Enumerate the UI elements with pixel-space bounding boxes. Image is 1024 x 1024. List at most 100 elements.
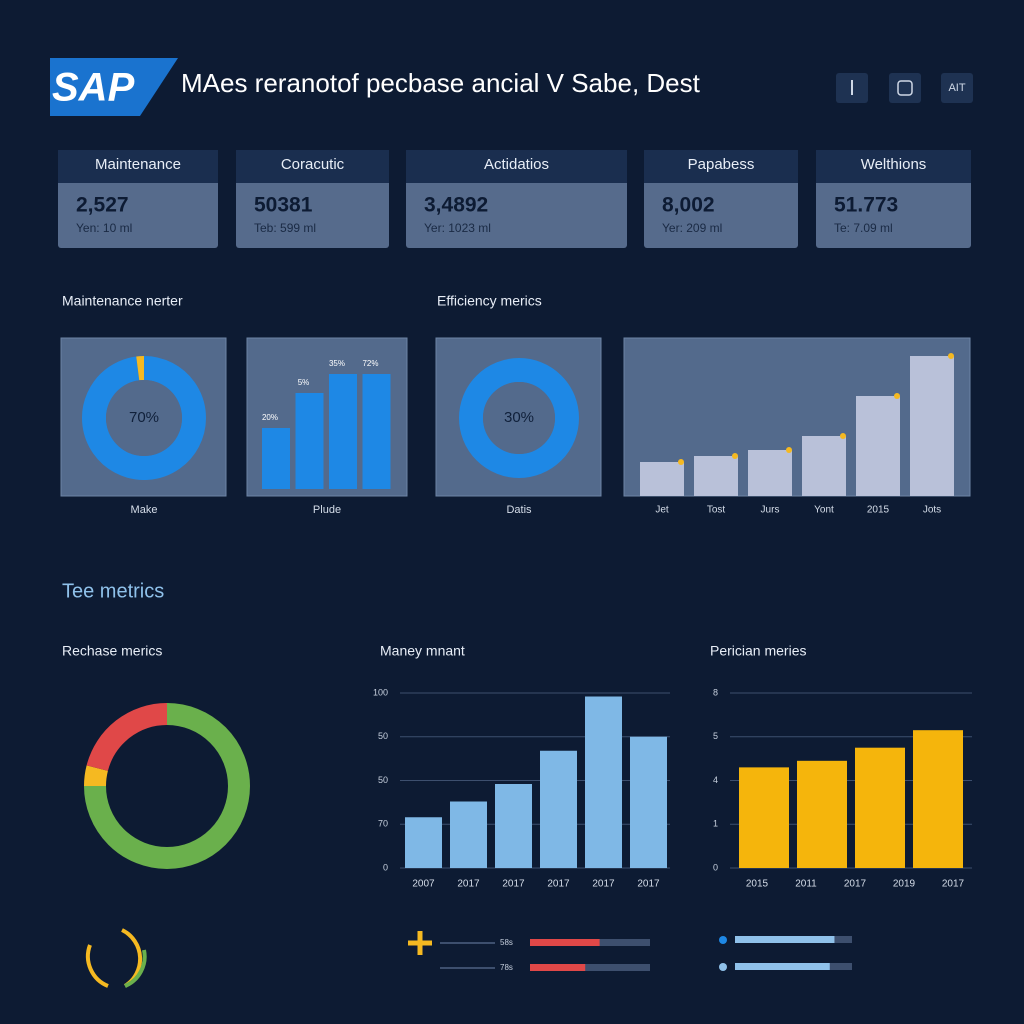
bar-marker bbox=[678, 459, 684, 465]
chart-title: Perician meries bbox=[710, 643, 806, 659]
progress-fill bbox=[530, 939, 600, 946]
bar bbox=[802, 436, 846, 496]
plus-icon bbox=[408, 931, 432, 955]
bar bbox=[797, 760, 847, 868]
x-tick-label: 2017 bbox=[942, 879, 965, 890]
kpi-sub: Te: 7.09 ml bbox=[834, 221, 893, 235]
icon bbox=[897, 80, 913, 96]
bar-annotation: 72% bbox=[362, 359, 378, 368]
x-tick-label: 2017 bbox=[547, 879, 570, 890]
x-tick-label: 2015 bbox=[867, 505, 890, 516]
progress-dot bbox=[719, 963, 727, 971]
kpi-value: 8,002 bbox=[662, 194, 715, 217]
progress-fill bbox=[735, 963, 830, 970]
caption: Make bbox=[131, 504, 158, 516]
kpi-header bbox=[644, 150, 798, 183]
section-title: Tee metrics bbox=[62, 580, 164, 602]
bar-annotation: 20% bbox=[262, 413, 278, 422]
x-tick-label: Tost bbox=[707, 505, 726, 516]
chart-title: Rechase merics bbox=[62, 643, 162, 659]
bar bbox=[540, 750, 577, 868]
bar bbox=[450, 801, 487, 868]
y-tick-label: 0 bbox=[713, 862, 718, 872]
donut-hole bbox=[483, 382, 555, 454]
kpi-label: Coracutic bbox=[281, 156, 345, 173]
x-tick-label: Yont bbox=[814, 505, 834, 516]
icon-button[interactable] bbox=[941, 73, 973, 103]
x-tick-label: 2017 bbox=[844, 879, 867, 890]
pie-segment bbox=[459, 358, 579, 478]
kpi-sub: Teb: 599 ml bbox=[254, 221, 316, 235]
bar-annotation: 35% bbox=[329, 359, 345, 368]
pie-segment bbox=[86, 703, 168, 772]
bar-marker bbox=[948, 353, 954, 359]
chart-title: Maney mnant bbox=[380, 643, 465, 659]
logo-bg bbox=[50, 58, 178, 116]
bar bbox=[910, 356, 954, 496]
bar bbox=[640, 462, 684, 496]
y-tick-label: 70 bbox=[378, 819, 388, 829]
y-tick-label: 50 bbox=[378, 775, 388, 785]
kpi-label: Welthions bbox=[861, 156, 927, 173]
kpi-header bbox=[236, 150, 389, 183]
x-tick-label: 2017 bbox=[592, 879, 615, 890]
x-tick-label: Jurs bbox=[761, 505, 780, 516]
y-tick-label: 5 bbox=[713, 731, 718, 741]
icon-button[interactable] bbox=[889, 73, 921, 103]
progress-label: 58s bbox=[500, 938, 513, 947]
y-tick-label: 100 bbox=[373, 687, 388, 697]
y-tick-label: 4 bbox=[713, 775, 718, 785]
caption: Datis bbox=[506, 504, 532, 516]
y-tick-label: 8 bbox=[713, 687, 718, 697]
bar-annotation: 5% bbox=[298, 378, 310, 387]
center-label: 70% bbox=[129, 409, 159, 426]
section-title: Efficiency merics bbox=[437, 293, 542, 309]
kpi-sub: Yer: 1023 ml bbox=[424, 221, 491, 235]
x-tick-label: 2017 bbox=[637, 879, 660, 890]
bar bbox=[630, 736, 667, 868]
bar bbox=[748, 450, 792, 496]
bar bbox=[855, 747, 905, 868]
x-tick-label: 2011 bbox=[795, 879, 817, 890]
kpi-label: Maintenance bbox=[95, 156, 181, 173]
kpi-sub: Yen: 10 ml bbox=[76, 221, 132, 235]
bar bbox=[262, 428, 290, 489]
logo: SAP bbox=[52, 66, 135, 110]
pie-segment bbox=[82, 356, 206, 480]
button-label: AIT bbox=[948, 82, 965, 94]
y-tick-label: 0 bbox=[383, 862, 388, 872]
refresh-icon bbox=[124, 949, 147, 988]
progress-fill bbox=[530, 964, 586, 971]
bar-marker bbox=[732, 453, 738, 459]
kpi-header bbox=[406, 150, 627, 183]
bar bbox=[739, 767, 789, 868]
bar bbox=[329, 374, 357, 489]
pie-segment bbox=[84, 703, 250, 869]
bar bbox=[913, 730, 963, 868]
bar bbox=[585, 696, 622, 868]
center-label: 30% bbox=[504, 409, 534, 426]
x-tick-label: 2019 bbox=[893, 879, 916, 890]
section-title: Maintenance nerter bbox=[62, 293, 183, 309]
donut-hole bbox=[106, 380, 182, 456]
progress-fill bbox=[735, 936, 835, 943]
progress-dot bbox=[719, 936, 727, 944]
x-tick-label: 2007 bbox=[412, 879, 435, 890]
title: MAes reranotof pecbase ancial V Sabe, De… bbox=[181, 68, 701, 98]
progress-label: 78s bbox=[500, 963, 513, 972]
kpi-label: Papabess bbox=[688, 156, 755, 173]
bar-marker bbox=[786, 447, 792, 453]
y-tick-label: 50 bbox=[378, 731, 388, 741]
x-tick-label: Jots bbox=[923, 505, 941, 516]
kpi-value: 50381 bbox=[254, 194, 313, 217]
kpi-value: 51.773 bbox=[834, 194, 898, 217]
kpi-label: Actidatios bbox=[484, 156, 549, 173]
bar-marker bbox=[894, 393, 900, 399]
bar bbox=[405, 817, 442, 868]
y-tick-label: 1 bbox=[713, 819, 718, 829]
x-tick-label: 2017 bbox=[502, 879, 525, 890]
refresh-icon bbox=[85, 944, 109, 988]
x-tick-label: 2015 bbox=[746, 879, 769, 890]
